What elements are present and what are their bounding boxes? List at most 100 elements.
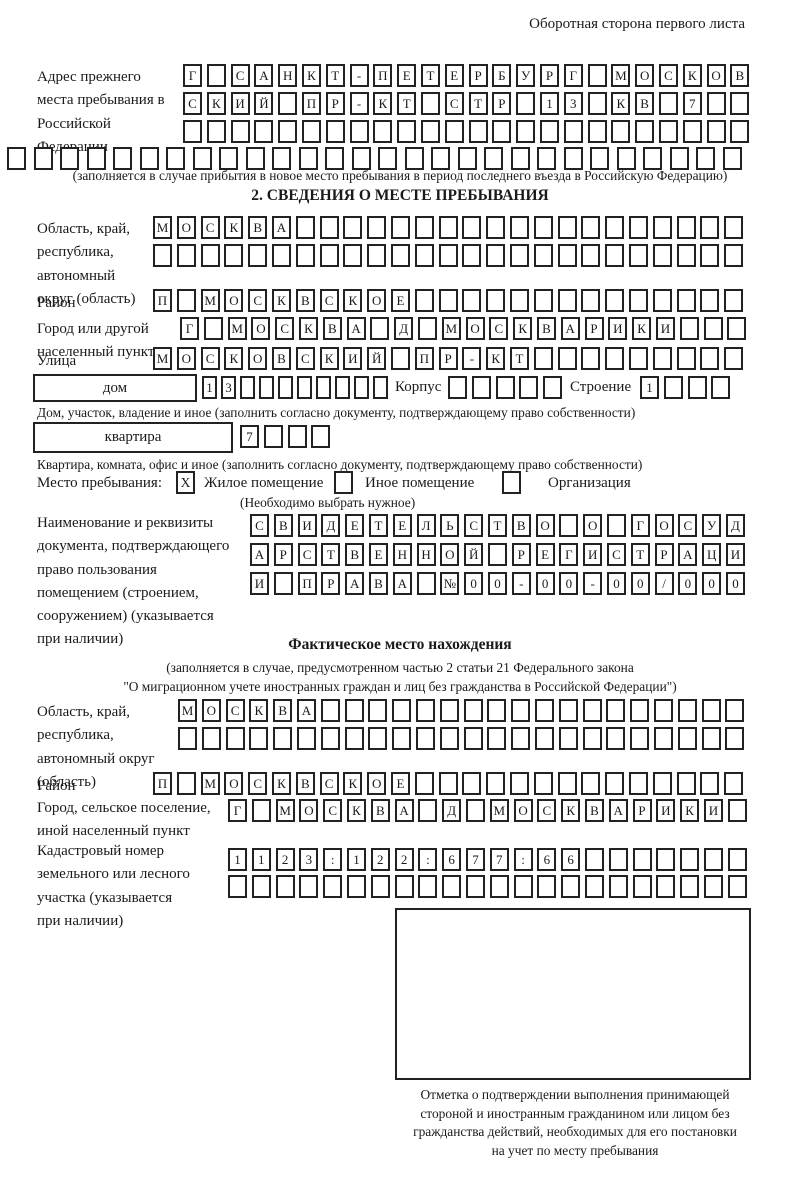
char-box[interactable]	[539, 120, 559, 143]
char-box[interactable]: А	[608, 799, 628, 822]
char-box[interactable]	[373, 376, 388, 399]
char-box[interactable]	[563, 120, 583, 143]
char-box[interactable]: И	[230, 92, 250, 115]
char-box[interactable]	[248, 244, 268, 267]
char-box[interactable]	[192, 147, 212, 170]
char-box[interactable]: С	[230, 64, 250, 87]
char-box[interactable]: О	[224, 289, 244, 312]
char-box[interactable]	[463, 727, 483, 750]
char-box[interactable]	[487, 699, 507, 722]
char-box[interactable]	[711, 376, 731, 399]
char-box[interactable]	[465, 799, 485, 822]
char-box[interactable]	[509, 244, 529, 267]
char-box[interactable]: Р	[325, 92, 345, 115]
char-box[interactable]	[462, 244, 482, 267]
char-box[interactable]	[582, 699, 602, 722]
char-box[interactable]: К	[513, 317, 533, 340]
char-box[interactable]	[296, 727, 316, 750]
char-box[interactable]: Р	[511, 543, 531, 566]
char-box[interactable]	[533, 289, 553, 312]
char-box[interactable]	[343, 216, 363, 239]
char-box[interactable]	[219, 147, 238, 170]
char-box[interactable]	[727, 317, 747, 340]
char-box[interactable]	[86, 147, 106, 170]
char-box[interactable]	[390, 244, 410, 267]
char-box[interactable]	[706, 120, 726, 143]
char-box[interactable]: И	[703, 799, 723, 822]
char-box[interactable]	[632, 848, 652, 871]
char-box[interactable]: 2	[394, 848, 414, 871]
char-box[interactable]: 7	[240, 425, 259, 448]
char-box[interactable]	[415, 699, 435, 722]
char-box[interactable]: -	[583, 572, 603, 595]
char-box[interactable]	[584, 875, 604, 898]
char-box[interactable]	[727, 848, 747, 871]
char-box[interactable]	[630, 699, 650, 722]
char-box[interactable]	[730, 120, 750, 143]
char-box[interactable]	[344, 699, 364, 722]
char-box[interactable]	[404, 147, 424, 170]
char-box[interactable]	[581, 216, 601, 239]
char-box[interactable]: А	[296, 699, 316, 722]
char-box[interactable]	[414, 244, 434, 267]
char-box[interactable]: К	[319, 347, 339, 370]
char-box[interactable]: К	[680, 799, 700, 822]
char-box[interactable]: О	[583, 514, 603, 537]
char-box[interactable]: М	[489, 799, 509, 822]
char-box[interactable]: Д	[321, 514, 341, 537]
char-box[interactable]	[335, 376, 350, 399]
char-box[interactable]: Г	[559, 543, 579, 566]
char-box[interactable]	[680, 875, 700, 898]
char-box[interactable]: П	[414, 347, 434, 370]
char-box[interactable]	[725, 699, 745, 722]
char-box[interactable]	[438, 244, 458, 267]
char-box[interactable]: К	[346, 799, 366, 822]
char-box[interactable]	[700, 289, 720, 312]
char-box[interactable]	[370, 317, 390, 340]
char-box[interactable]: Р	[654, 543, 674, 566]
char-box[interactable]	[183, 120, 202, 143]
char-box[interactable]: С	[248, 772, 268, 795]
char-box[interactable]: И	[608, 317, 628, 340]
char-box[interactable]	[299, 875, 319, 898]
char-box[interactable]: И	[655, 317, 675, 340]
char-box[interactable]: Е	[392, 514, 412, 537]
char-box[interactable]	[166, 147, 185, 170]
char-box[interactable]	[178, 727, 197, 750]
char-box[interactable]	[511, 699, 531, 722]
char-box[interactable]	[676, 289, 696, 312]
char-box[interactable]	[271, 244, 291, 267]
char-box[interactable]	[533, 216, 553, 239]
char-box[interactable]	[487, 727, 507, 750]
char-box[interactable]: Г	[183, 64, 202, 87]
char-box[interactable]	[557, 244, 577, 267]
char-box[interactable]	[628, 772, 648, 795]
char-box[interactable]: С	[275, 317, 295, 340]
char-box[interactable]: С	[678, 514, 698, 537]
char-box[interactable]	[378, 147, 397, 170]
char-box[interactable]: В	[273, 699, 293, 722]
char-box[interactable]: Г	[630, 514, 650, 537]
char-box[interactable]	[587, 64, 607, 87]
char-box[interactable]: А	[271, 216, 291, 239]
char-box[interactable]	[176, 289, 196, 312]
char-box[interactable]	[444, 120, 464, 143]
char-box[interactable]: А	[560, 317, 580, 340]
char-box[interactable]	[652, 347, 672, 370]
char-box[interactable]	[254, 120, 274, 143]
char-box[interactable]	[301, 120, 321, 143]
char-box[interactable]: О	[367, 289, 387, 312]
char-box[interactable]	[206, 120, 226, 143]
char-box[interactable]: 1	[346, 848, 366, 871]
char-box[interactable]	[442, 875, 462, 898]
char-box[interactable]: О	[201, 699, 221, 722]
char-box[interactable]	[581, 289, 601, 312]
char-box[interactable]	[643, 147, 662, 170]
char-box[interactable]: 1	[228, 848, 247, 871]
char-box[interactable]: Н	[392, 543, 412, 566]
char-box[interactable]: В	[248, 216, 268, 239]
char-box[interactable]: В	[730, 64, 750, 87]
char-box[interactable]	[653, 727, 673, 750]
char-box[interactable]: О	[224, 772, 244, 795]
char-box[interactable]	[295, 244, 315, 267]
